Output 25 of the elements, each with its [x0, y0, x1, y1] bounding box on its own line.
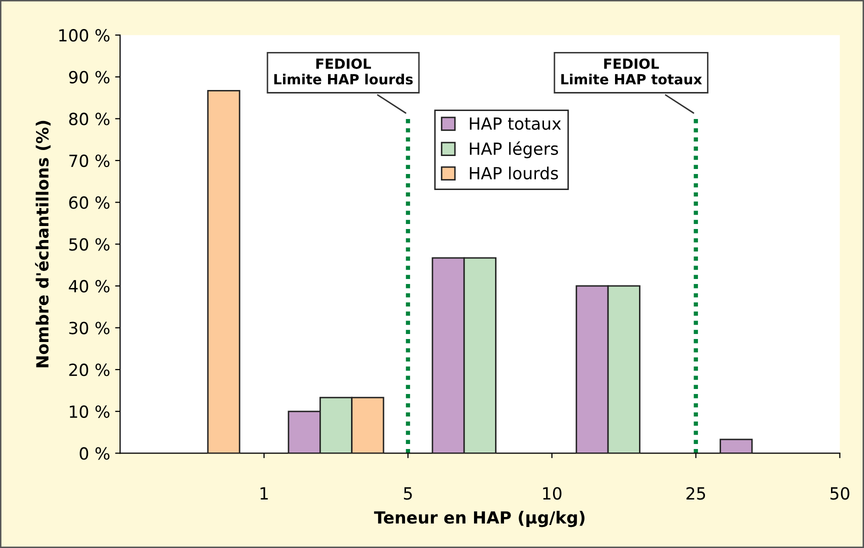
text: 50: [830, 487, 850, 500]
y-tick-label: 60 %: [69, 196, 110, 209]
y-tick-label: 10 %: [70, 405, 110, 418]
text: 1: [260, 487, 268, 500]
x-axis-title: Teneur en HAP (µg/kg): [374, 510, 584, 528]
annotation: FEDIOL Limite HAP lourds: [274, 58, 413, 85]
y-tick-label: 90 %: [69, 70, 110, 84]
text: 25: [686, 487, 706, 500]
y-tick-label: 40 %: [68, 280, 110, 293]
y-tick-label: 30 %: [69, 322, 110, 334]
text: 10: [543, 487, 562, 500]
y-tick-label: 20 %: [69, 364, 110, 376]
y-tick-label: 100 %: [59, 29, 110, 42]
text: 5: [404, 487, 412, 500]
legend-label: HAP totaux: [470, 117, 561, 130]
bar: [207, 90, 240, 454]
legend-label: HAP légers: [470, 141, 558, 158]
annotation: FEDIOL Limite HAP totaux: [561, 58, 702, 85]
y-tick-label: 0 %: [80, 447, 110, 460]
bar: [720, 438, 753, 454]
y-tick-label: 70 %: [69, 154, 110, 168]
legend-label: HAP lourds: [470, 166, 558, 180]
y-tick-label: 50 %: [69, 238, 110, 251]
y-axis-title: Nombre d'échantillons (%): [35, 120, 51, 368]
y-tick-label: 80 %: [69, 112, 110, 126]
